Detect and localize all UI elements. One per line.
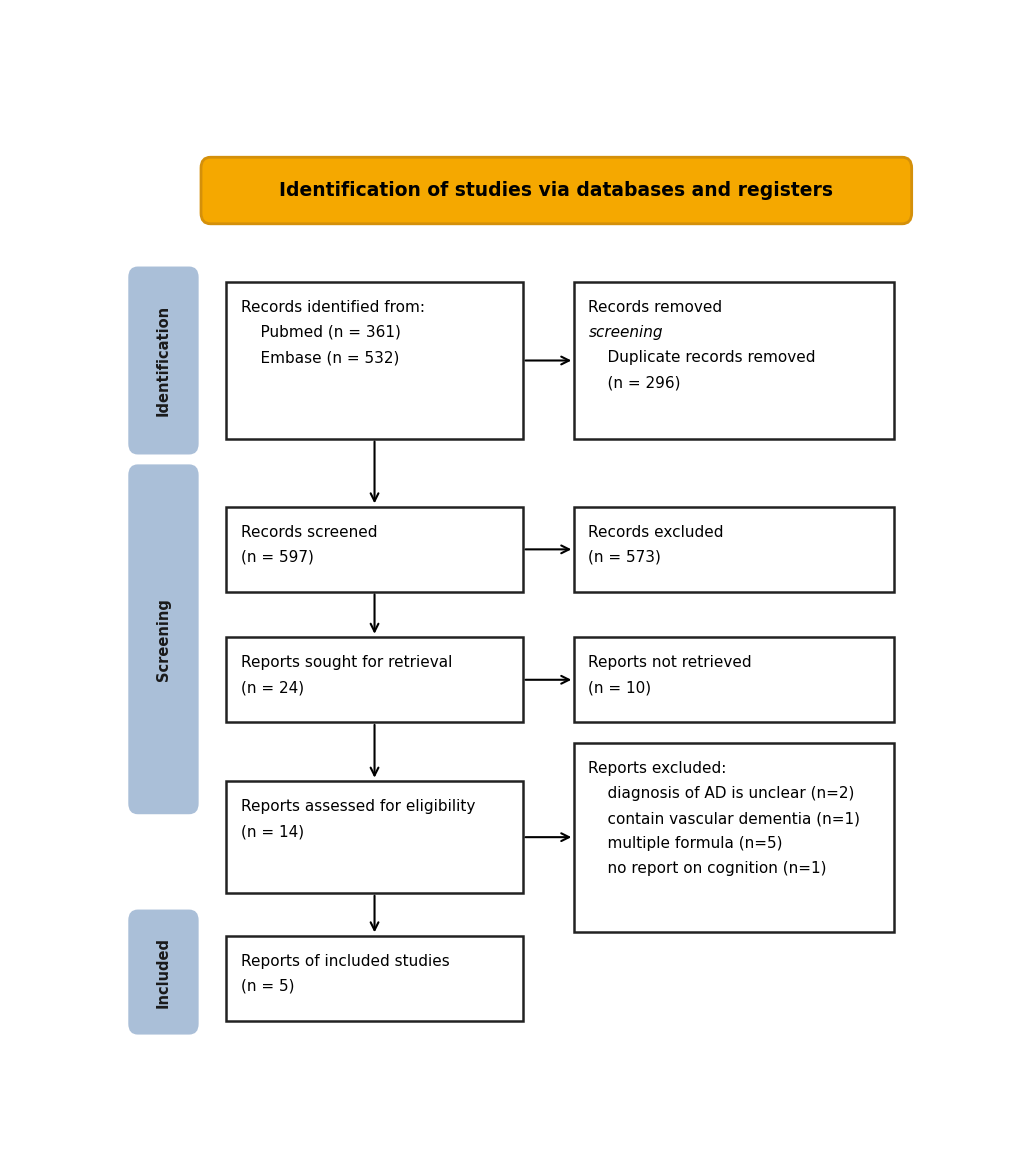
Text: no report on cognition (n=1): no report on cognition (n=1) <box>588 862 826 876</box>
Bar <box>226 781 522 894</box>
Bar <box>574 507 894 592</box>
Bar <box>574 281 894 439</box>
Text: Pubmed (n = 361): Pubmed (n = 361) <box>240 325 400 340</box>
Text: multiple formula (n=5): multiple formula (n=5) <box>588 836 783 851</box>
Text: contain vascular dementia (n=1): contain vascular dementia (n=1) <box>588 811 859 826</box>
Text: (n = 14): (n = 14) <box>240 825 304 839</box>
FancyBboxPatch shape <box>128 910 199 1035</box>
Text: Screening: Screening <box>156 598 171 681</box>
Text: (n = 10): (n = 10) <box>588 680 651 695</box>
Text: (n = 296): (n = 296) <box>588 375 681 390</box>
Bar <box>574 743 894 932</box>
Text: Records excluded: Records excluded <box>588 524 723 540</box>
Bar <box>226 281 522 439</box>
Text: screening: screening <box>588 325 662 340</box>
Text: Identification of studies via databases and registers: Identification of studies via databases … <box>279 181 833 200</box>
Text: (n = 573): (n = 573) <box>588 550 660 565</box>
Text: Reports not retrieved: Reports not retrieved <box>588 655 751 670</box>
Text: Reports excluded:: Reports excluded: <box>588 760 726 776</box>
Bar <box>226 637 522 723</box>
Bar <box>226 936 522 1021</box>
Text: Included: Included <box>156 937 171 1008</box>
Text: Records screened: Records screened <box>240 524 377 540</box>
Bar <box>574 637 894 723</box>
Text: (n = 24): (n = 24) <box>240 680 304 695</box>
Text: Reports assessed for eligibility: Reports assessed for eligibility <box>240 799 475 814</box>
Text: Identification: Identification <box>156 305 171 416</box>
Text: Embase (n = 532): Embase (n = 532) <box>240 350 398 366</box>
Text: Reports sought for retrieval: Reports sought for retrieval <box>240 655 451 670</box>
FancyBboxPatch shape <box>128 465 199 814</box>
Text: Records removed: Records removed <box>588 300 727 315</box>
Text: Reports of included studies: Reports of included studies <box>240 953 448 968</box>
Text: Records identified from:: Records identified from: <box>240 300 424 315</box>
Text: (n = 597): (n = 597) <box>240 550 313 565</box>
FancyBboxPatch shape <box>128 266 199 454</box>
Text: Duplicate records removed: Duplicate records removed <box>588 350 815 366</box>
FancyBboxPatch shape <box>201 158 911 224</box>
Text: (n = 5): (n = 5) <box>240 979 293 994</box>
Bar <box>226 507 522 592</box>
Text: diagnosis of AD is unclear (n=2): diagnosis of AD is unclear (n=2) <box>588 786 854 801</box>
